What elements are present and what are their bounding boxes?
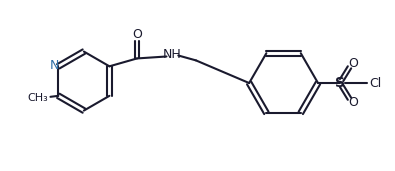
Text: O: O xyxy=(348,96,358,109)
Text: Cl: Cl xyxy=(369,77,381,90)
Text: CH₃: CH₃ xyxy=(28,93,49,103)
Text: N: N xyxy=(50,59,59,72)
Text: NH: NH xyxy=(163,48,182,61)
Text: O: O xyxy=(348,57,358,70)
Text: O: O xyxy=(132,28,142,41)
Text: S: S xyxy=(335,76,345,90)
